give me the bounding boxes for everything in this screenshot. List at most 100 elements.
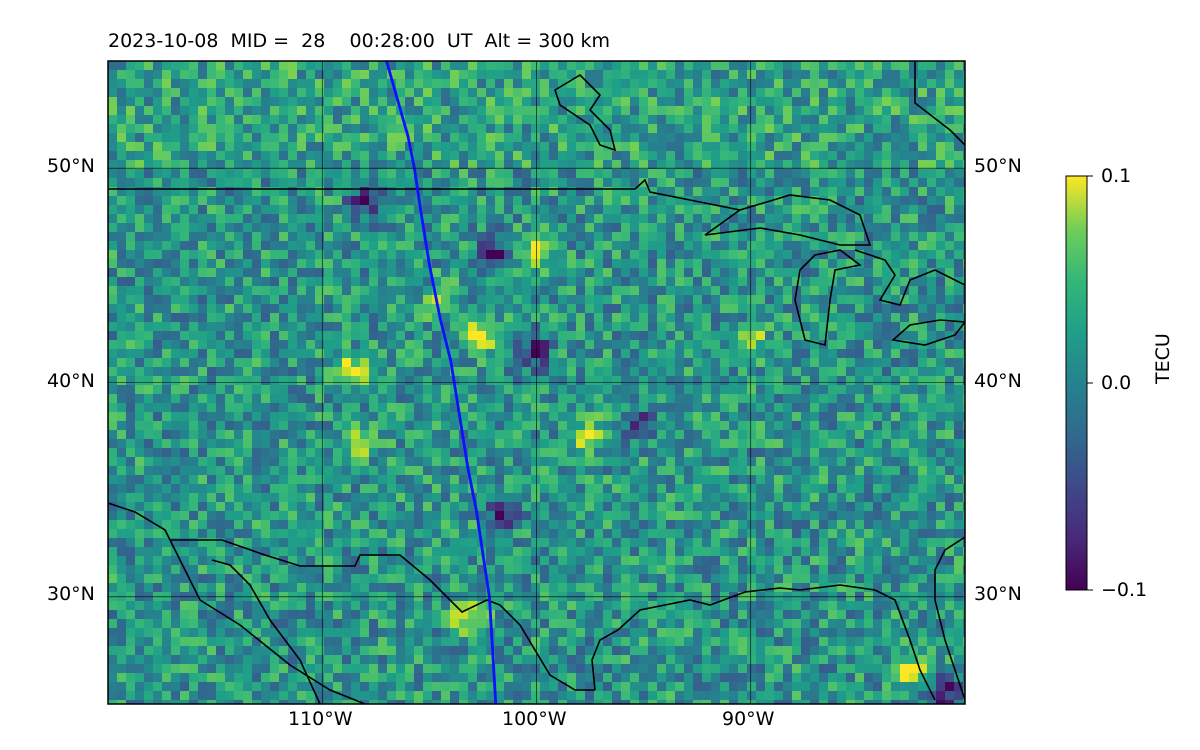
heatmap-cell xyxy=(144,241,154,251)
heatmap-cell xyxy=(243,196,253,206)
heatmap-cell xyxy=(459,205,469,215)
heatmap-cell xyxy=(450,430,460,440)
heatmap-cell xyxy=(675,187,685,197)
heatmap-cell xyxy=(351,502,361,512)
heatmap-cell xyxy=(252,133,262,143)
heatmap-cell xyxy=(693,475,703,485)
heatmap-cell xyxy=(243,151,253,161)
heatmap-cell xyxy=(585,331,595,341)
heatmap-cell xyxy=(873,331,883,341)
heatmap-cell xyxy=(891,133,901,143)
heatmap-cell xyxy=(486,97,496,107)
heatmap-cell xyxy=(144,70,154,80)
heatmap-cell xyxy=(495,295,505,305)
heatmap-cell xyxy=(198,169,208,179)
heatmap-cell xyxy=(306,394,316,404)
heatmap-cell xyxy=(324,142,334,152)
heatmap-cell xyxy=(675,358,685,368)
heatmap-cell xyxy=(693,106,703,116)
heatmap-cell xyxy=(603,106,613,116)
heatmap-cell xyxy=(558,205,568,215)
heatmap-cell xyxy=(153,394,163,404)
heatmap-cell xyxy=(198,358,208,368)
heatmap-cell xyxy=(774,61,784,71)
heatmap-cell xyxy=(333,268,343,278)
heatmap-cell xyxy=(576,448,586,458)
heatmap-cell xyxy=(801,475,811,485)
heatmap-cell xyxy=(639,466,649,476)
heatmap-cell xyxy=(414,457,424,467)
heatmap-cell xyxy=(873,304,883,314)
heatmap-cell xyxy=(495,367,505,377)
heatmap-cell xyxy=(783,124,793,134)
heatmap-cell xyxy=(774,349,784,359)
heatmap-cell xyxy=(648,268,658,278)
heatmap-cell xyxy=(738,232,748,242)
heatmap-cell xyxy=(639,349,649,359)
heatmap-cell xyxy=(279,322,289,332)
heatmap-cell xyxy=(675,502,685,512)
heatmap-cell xyxy=(819,88,829,98)
heatmap-cell xyxy=(360,466,370,476)
heatmap-cell xyxy=(603,286,613,296)
heatmap-cell xyxy=(216,205,226,215)
heatmap-cell xyxy=(801,277,811,287)
heatmap-cell xyxy=(513,475,523,485)
heatmap-cell xyxy=(909,403,919,413)
heatmap-cell xyxy=(837,457,847,467)
heatmap-cell xyxy=(171,160,181,170)
heatmap-cell xyxy=(792,412,802,422)
heatmap-cell xyxy=(108,106,118,116)
heatmap-cell xyxy=(207,385,217,395)
heatmap-cell xyxy=(288,430,298,440)
heatmap-cell xyxy=(729,448,739,458)
heatmap-cell xyxy=(207,250,217,260)
heatmap-cell xyxy=(648,313,658,323)
heatmap-cell xyxy=(513,457,523,467)
heatmap-cell xyxy=(612,466,622,476)
heatmap-cell xyxy=(648,277,658,287)
heatmap-cell xyxy=(738,241,748,251)
heatmap-cell xyxy=(702,313,712,323)
heatmap-cell xyxy=(621,430,631,440)
heatmap-cell xyxy=(612,331,622,341)
heatmap-cell xyxy=(198,241,208,251)
heatmap-cell xyxy=(216,484,226,494)
heatmap-cell xyxy=(360,358,370,368)
heatmap-cell xyxy=(153,421,163,431)
heatmap-cell xyxy=(675,133,685,143)
heatmap-cell xyxy=(117,106,127,116)
heatmap-cell xyxy=(963,124,965,134)
heatmap-cell xyxy=(252,430,262,440)
heatmap-cell xyxy=(216,133,226,143)
heatmap-cell xyxy=(351,88,361,98)
heatmap-cell xyxy=(450,403,460,413)
heatmap-cell xyxy=(207,70,217,80)
heatmap-cell xyxy=(189,160,199,170)
heatmap-cell xyxy=(342,88,352,98)
heatmap-cell xyxy=(414,376,424,386)
heatmap-cell xyxy=(720,502,730,512)
heatmap-cell xyxy=(117,133,127,143)
heatmap-cell xyxy=(774,169,784,179)
heatmap-cell xyxy=(954,376,964,386)
heatmap-cell xyxy=(963,448,965,458)
heatmap-cell xyxy=(423,511,433,521)
heatmap-cell xyxy=(477,286,487,296)
heatmap-cell xyxy=(369,70,379,80)
heatmap-cell xyxy=(378,187,388,197)
heatmap-cell xyxy=(351,403,361,413)
heatmap-cell xyxy=(810,142,820,152)
heatmap-cell xyxy=(459,259,469,269)
heatmap-cell xyxy=(324,295,334,305)
heatmap-cell xyxy=(504,133,514,143)
heatmap-cell xyxy=(513,169,523,179)
heatmap-cell xyxy=(441,70,451,80)
heatmap-cell xyxy=(891,232,901,242)
heatmap-cell xyxy=(495,394,505,404)
heatmap-cell xyxy=(603,376,613,386)
heatmap-cell xyxy=(846,520,856,530)
heatmap-cell xyxy=(855,124,865,134)
heatmap-cell xyxy=(198,205,208,215)
heatmap-cell xyxy=(756,430,766,440)
